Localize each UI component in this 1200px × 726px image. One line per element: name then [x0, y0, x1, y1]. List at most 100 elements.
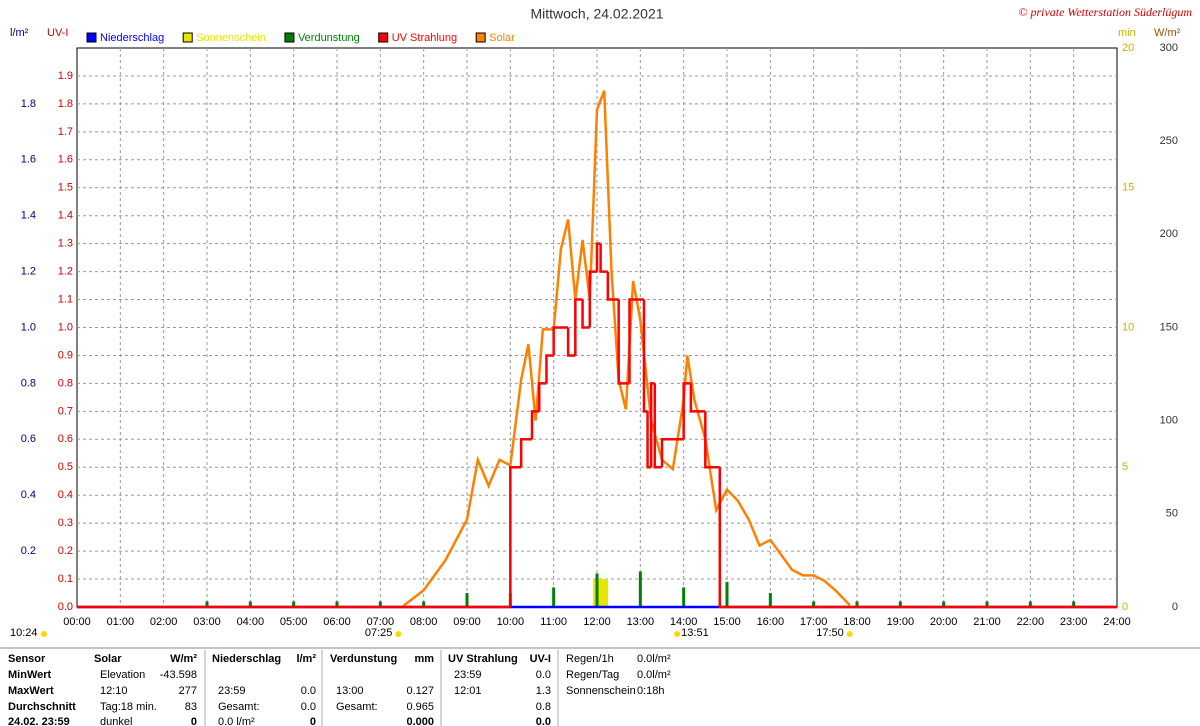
y-tick-label: 1.0 — [21, 321, 36, 333]
uv-tick-label: 1.2 — [58, 266, 73, 278]
legend-swatch — [378, 32, 389, 43]
legend-label: Sonnenschein — [196, 32, 266, 44]
cell-value: 0.8 — [536, 701, 551, 713]
x-tick-label: 14:00 — [670, 616, 698, 628]
uv-tick-label: 1.8 — [58, 98, 73, 110]
uv-step — [574, 298, 583, 356]
uv-tick-label: 1.3 — [58, 238, 73, 250]
uv-step — [704, 411, 720, 469]
x-tick-label: 24:00 — [1103, 616, 1131, 628]
bar — [942, 601, 946, 607]
bar — [898, 601, 902, 607]
y-tick-label: 1.8 — [21, 98, 36, 110]
y2-tick-label: 300 — [1160, 42, 1178, 54]
x-tick-label: 15:00 — [713, 616, 741, 628]
cell-value: 277 — [179, 685, 197, 697]
y2-tick-label: 200 — [1160, 228, 1178, 240]
cell-label: Tag:18 min. — [100, 701, 157, 713]
x-tick-label: 11:00 — [540, 616, 567, 628]
y-tick-label: 0.4 — [21, 489, 36, 501]
cell-label: 23:59 — [218, 685, 246, 697]
x-tick-label: 05:00 — [280, 616, 308, 628]
bar — [768, 593, 772, 607]
legend-label: Verdunstung — [298, 32, 360, 44]
sun-event-label: 07:25 — [365, 627, 393, 639]
uv-step — [689, 383, 706, 413]
cell-value: 0 — [310, 716, 316, 726]
sun-icon — [846, 631, 853, 637]
uv-tick-label: 1.1 — [58, 293, 73, 305]
uv-step — [530, 410, 540, 440]
bar — [465, 593, 469, 607]
uv-step — [628, 298, 644, 384]
uv-tick-label: 1.9 — [58, 70, 73, 82]
section-unit: l/m² — [296, 653, 316, 665]
uv-tick-label: 0.6 — [58, 433, 73, 445]
cell-value: -43.598 — [160, 669, 197, 681]
cell-label: 13:00 — [336, 685, 364, 697]
legend-swatch — [86, 32, 97, 43]
min-tick-label: 20 — [1122, 42, 1134, 54]
cell-label: 23:59 — [454, 669, 482, 681]
x-tick-label: 07:00 — [367, 616, 395, 628]
bar — [552, 587, 556, 607]
bar — [1028, 601, 1032, 607]
cell-label: Sonnenschein — [566, 685, 636, 697]
sun-event-label: 13:51 — [681, 627, 709, 639]
uv-tick-label: 0.9 — [58, 349, 73, 361]
cell-value: 0.0 — [301, 701, 316, 713]
x-tick-label: 10:00 — [497, 616, 525, 628]
row-label: Durchschnitt — [8, 701, 76, 713]
uv-tick-label: 1.6 — [58, 154, 73, 166]
cell-label: Elevation — [100, 669, 145, 681]
cell-value: 0.0 — [536, 669, 551, 681]
day-length: 10:24 — [10, 627, 38, 639]
y-tick-label: 0.6 — [21, 433, 36, 445]
cell-label: Regen/1h — [566, 653, 614, 665]
uv-tick-label: 0.2 — [58, 545, 73, 557]
bar — [248, 601, 252, 607]
row-label: 24.02. 23:59 — [8, 716, 70, 726]
uv-step — [537, 382, 547, 412]
cell-value: 0.0 — [301, 685, 316, 697]
uv-step — [660, 438, 684, 468]
bar — [378, 601, 382, 607]
y2-axis-label: W/m² — [1154, 27, 1181, 39]
uv-step — [617, 299, 630, 385]
uv-axis-label: UV-I — [47, 27, 68, 39]
sun-icon — [41, 631, 47, 637]
uv-step — [509, 466, 522, 607]
y-tick-label: 1.6 — [21, 154, 36, 166]
row-label: MinWert — [8, 669, 52, 681]
x-tick-label: 12:00 — [583, 616, 611, 628]
y-tick-label: 0.2 — [21, 545, 36, 557]
bar — [292, 601, 296, 607]
x-tick-label: 23:00 — [1060, 616, 1088, 628]
uv-step — [599, 243, 608, 273]
uv-tick-label: 0.5 — [58, 461, 73, 473]
x-tick-label: 06:00 — [323, 616, 351, 628]
uv-tick-label: 0.0 — [58, 601, 73, 613]
cell-value: 0:18h — [637, 685, 665, 697]
uv-tick-label: 1.0 — [58, 321, 73, 333]
bar — [812, 601, 816, 607]
uv-step — [519, 438, 532, 468]
uv-tick-label: 1.7 — [58, 126, 73, 138]
x-tick-label: 17:00 — [800, 616, 828, 628]
min-tick-label: 15 — [1122, 182, 1134, 194]
cell-label: 0.0 l/m² — [218, 716, 255, 726]
uv-tick-label: 0.7 — [58, 405, 73, 417]
x-tick-label: 02:00 — [150, 616, 178, 628]
min-tick-label: 5 — [1122, 461, 1128, 473]
x-tick-label: 19:00 — [887, 616, 915, 628]
uv-step — [581, 299, 590, 329]
bar — [422, 601, 426, 607]
bar — [1072, 601, 1076, 607]
y2-tick-label: 250 — [1160, 135, 1178, 147]
y2-tick-label: 50 — [1166, 508, 1178, 520]
uv-tick-label: 0.4 — [58, 489, 73, 501]
sun-icon — [674, 631, 681, 637]
cell-value: 0.0 — [536, 716, 551, 726]
x-tick-label: 03:00 — [193, 616, 221, 628]
legend-label: UV Strahlung — [392, 32, 457, 44]
